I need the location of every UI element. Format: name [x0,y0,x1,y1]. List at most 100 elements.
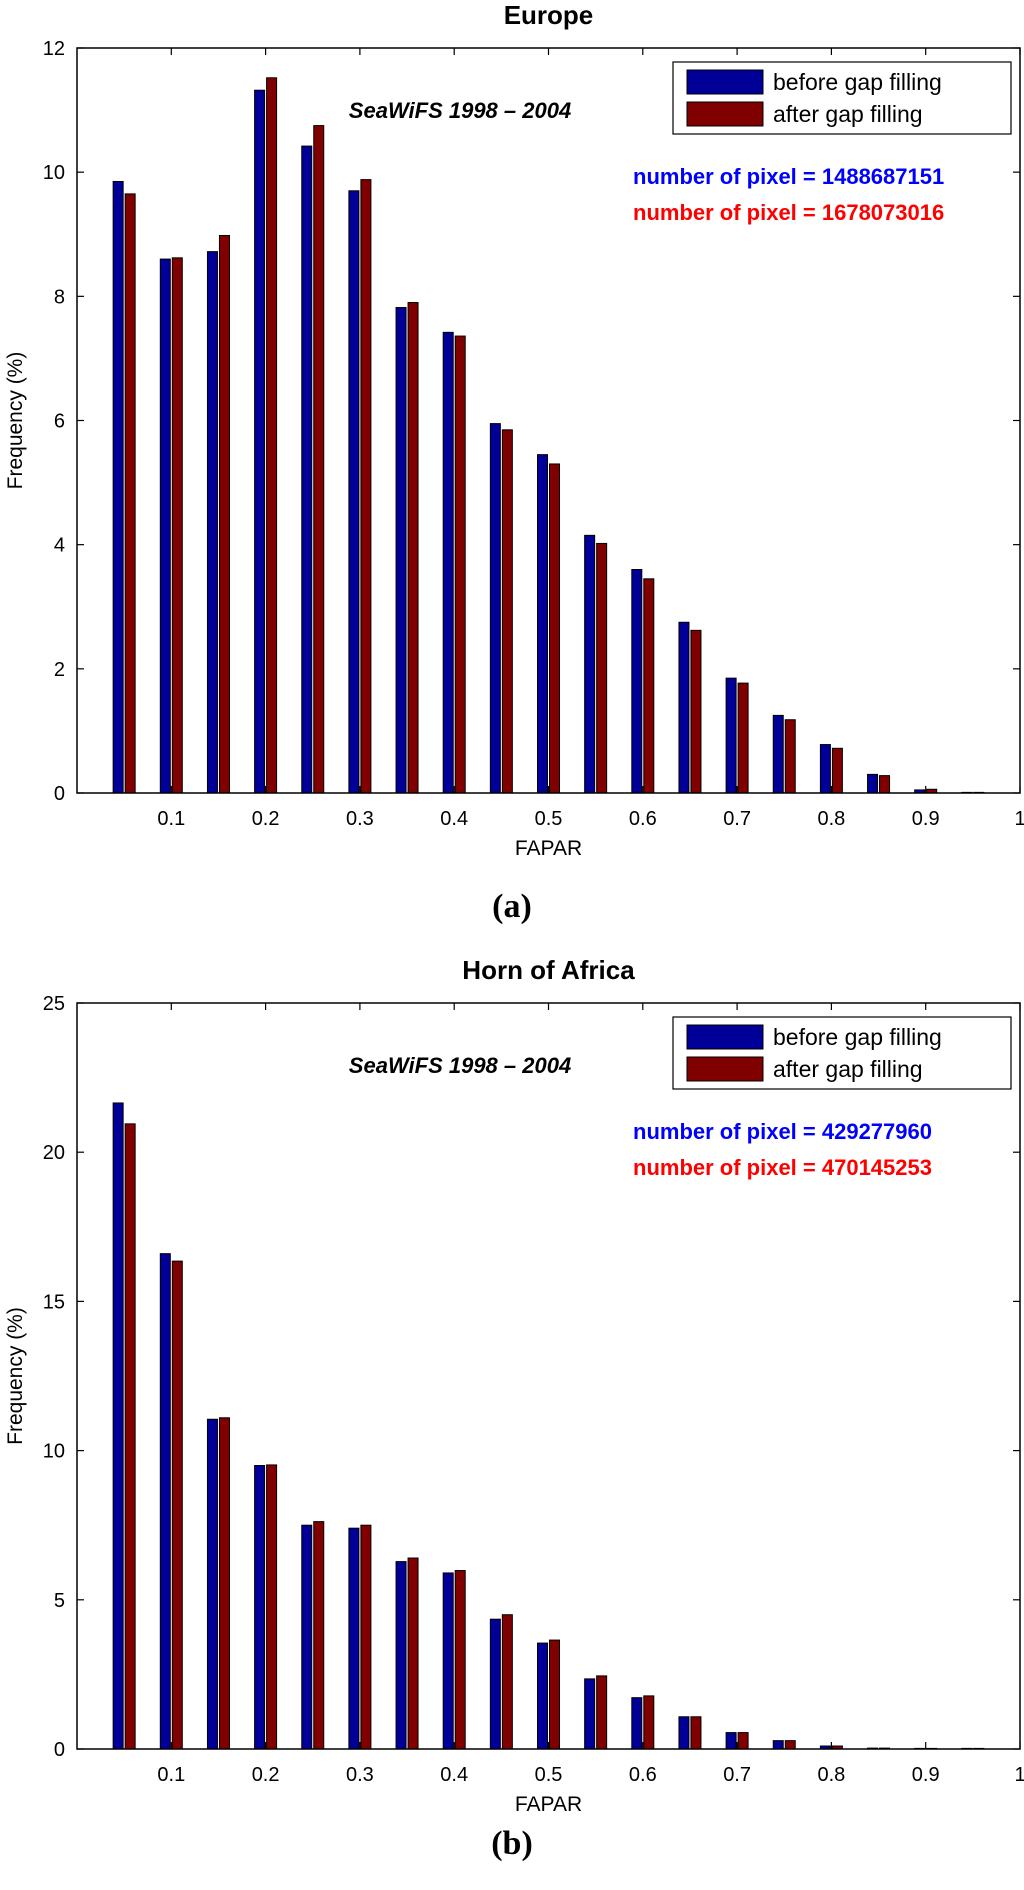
y-tick-label: 15 [43,1291,65,1313]
bar-after-gap-filling [501,1614,513,1750]
x-tick-label: 0.8 [817,808,845,830]
bar-before-gap-filling [159,258,171,794]
bar-before-gap-filling [584,1678,596,1750]
bar-after-gap-filling [266,77,278,794]
x-tick-label: 0.2 [252,1764,280,1786]
bar-before-gap-filling [678,1716,690,1750]
x-tick-label: 0.8 [817,1764,845,1786]
legend-swatch [686,1056,764,1082]
chart-title: Horn of Africa [462,955,635,985]
x-tick-label: 0.4 [440,1764,468,1786]
bar-after-gap-filling [596,1675,608,1750]
bar-after-gap-filling [737,682,749,794]
bar-before-gap-filling [159,1253,171,1750]
bar-after-gap-filling [124,1123,136,1750]
y-tick-label: 12 [43,38,65,60]
bar-before-gap-filling [678,621,690,794]
pixel-count-annotation: number of pixel = 470145253 [633,1155,932,1180]
x-tick-label: 0.1 [157,1764,185,1786]
bar-before-gap-filling [631,1697,643,1750]
bar-before-gap-filling [206,1418,218,1750]
legend-label: before gap filling [773,69,942,95]
pixel-count-annotation: number of pixel = 1678073016 [633,200,944,225]
bar-after-gap-filling [501,429,513,794]
legend-label: before gap filling [773,1024,942,1050]
bar-before-gap-filling [348,190,360,794]
bar-after-gap-filling [549,463,560,794]
y-tick-label: 2 [54,659,65,681]
x-tick-label: 0.7 [723,1764,751,1786]
bar-after-gap-filling [549,1639,560,1750]
y-tick-label: 6 [54,411,65,433]
bar-after-gap-filling [266,1464,278,1750]
bar-before-gap-filling [112,180,124,794]
x-tick-label: 1 [1014,1764,1024,1786]
bar-before-gap-filling [395,307,407,794]
bar-after-gap-filling [737,1732,749,1750]
bar-after-gap-filling [690,1716,702,1750]
bar-after-gap-filling [171,1260,183,1750]
bar-after-gap-filling [690,629,702,794]
bar-before-gap-filling [442,1572,454,1750]
bar-before-gap-filling [819,744,831,794]
bar-after-gap-filling [313,125,325,794]
bar-before-gap-filling [395,1561,407,1750]
y-tick-label: 8 [54,286,65,308]
x-tick-label: 0.6 [629,808,657,830]
x-axis-label: FAPAR [515,1793,582,1816]
legend-swatch [686,101,764,127]
bar-before-gap-filling [206,251,218,794]
y-tick-label: 20 [43,1142,65,1164]
bar-after-gap-filling [784,719,796,794]
bar-after-gap-filling [454,335,466,794]
bar-before-gap-filling [772,1740,784,1750]
x-tick-label: 0.7 [723,808,751,830]
bar-after-gap-filling [879,775,891,794]
x-tick-label: 0.9 [912,1764,940,1786]
plot-frame [76,47,1021,794]
panel-label-b: (b) [491,1825,533,1862]
bar-after-gap-filling [360,1524,372,1750]
panel-label-a: (a) [492,888,532,925]
legend-label: after gap filling [773,1056,923,1082]
bar-before-gap-filling [725,1732,737,1750]
x-tick-label: 1 [1014,808,1024,830]
bar-after-gap-filling [407,302,419,794]
x-tick-label: 0.6 [629,1764,657,1786]
bar-after-gap-filling [124,193,136,794]
chart-subtitle: SeaWiFS 1998 – 2004 [349,98,571,123]
x-axis-label: FAPAR [515,837,582,860]
x-tick-label: 0.5 [535,1764,563,1786]
bar-after-gap-filling [171,257,183,794]
bar-before-gap-filling [301,1524,313,1750]
y-axis-label: Frequency (%) [4,352,27,490]
x-tick-label: 0.5 [535,808,563,830]
x-tick-label: 0.1 [157,808,185,830]
bar-after-gap-filling [218,234,230,794]
chart-subtitle: SeaWiFS 1998 – 2004 [349,1053,571,1078]
y-tick-label: 0 [54,1739,65,1761]
bar-after-gap-filling [407,1557,419,1750]
bar-after-gap-filling [831,747,843,794]
x-tick-label: 0.2 [252,808,280,830]
bar-after-gap-filling [313,1521,325,1750]
bar-chart-horn-of-africa: Horn of Africa 0 5 10 15 20 25 0.1 0.2 0.3 0.4 0.5 0… [4,955,1024,1816]
bar-before-gap-filling [867,773,879,794]
bar-chart-europe: Europe 0 2 4 6 8 10 12 0.1 0.2 0.3 0.4 0.5 0.6 0.7 0.8 0… [4,0,1024,860]
x-tick-label: 0.3 [346,1764,374,1786]
y-tick-label: 5 [54,1590,65,1612]
y-tick-label: 10 [43,1441,65,1463]
bar-before-gap-filling [489,1618,501,1750]
bar-after-gap-filling [643,1695,655,1750]
plot-frame [76,1002,1021,1750]
chart-panel-europe: Europe 0 2 4 6 8 10 12 0.1 0.2 0.3 0.4 0.5 0.6 0.7 0.8 0… [4,0,1024,925]
bar-before-gap-filling [584,534,596,794]
y-axis-label: Frequency (%) [4,1307,27,1445]
bar-after-gap-filling [218,1417,230,1750]
bar-before-gap-filling [301,145,313,794]
bar-before-gap-filling [772,714,784,794]
bar-after-gap-filling [360,179,372,794]
legend-swatch [686,1024,764,1050]
bar-before-gap-filling [725,677,737,794]
legend-label: after gap filling [773,101,923,127]
